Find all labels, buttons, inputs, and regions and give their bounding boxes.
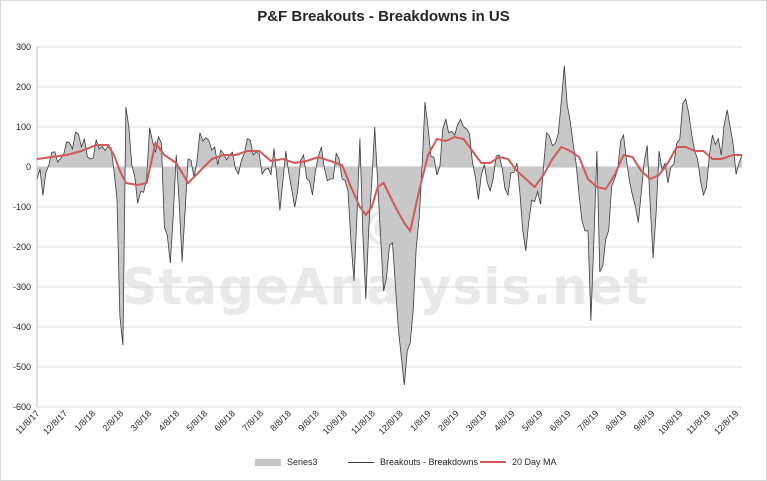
- x-tick-label-25: 12/8/19: [712, 408, 740, 436]
- x-tick-label-24: 11/8/19: [685, 408, 713, 436]
- legend-label-ma: 20 Day MA: [512, 457, 557, 467]
- x-tick-label-11: 10/8/18: [321, 408, 349, 436]
- x-tick-label-21: 8/8/19: [604, 408, 629, 433]
- legend-item-series3: Series3: [255, 457, 318, 467]
- x-tick-label-15: 2/8/19: [436, 408, 461, 433]
- x-tick-label-3: 2/8/18: [101, 408, 126, 433]
- y-tick-label-3: 0: [26, 162, 31, 172]
- x-tick-label-20: 7/8/19: [576, 408, 601, 433]
- x-tick-label-23: 10/8/19: [656, 408, 684, 436]
- x-tick-label-16: 3/8/19: [464, 408, 489, 433]
- x-tick-label-9: 8/8/18: [268, 408, 293, 433]
- legend-item-breakouts: Breakouts - Breakdowns: [348, 457, 478, 467]
- x-tick-label-18: 5/8/19: [520, 408, 545, 433]
- x-tick-label-2: 1/8/18: [73, 408, 98, 433]
- x-tick-label-22: 9/8/19: [632, 408, 657, 433]
- y-tick-label-8: -500: [13, 362, 31, 372]
- x-tick-label-0: 11/8/17: [14, 408, 42, 436]
- x-tick-label-10: 9/8/18: [296, 408, 321, 433]
- y-tick-label-0: 300: [16, 42, 31, 52]
- x-tick-label-13: 12/8/18: [377, 408, 405, 436]
- legend: Series3 Breakouts - Breakdowns 20 Day MA: [0, 457, 767, 471]
- legend-label-breakouts: Breakouts - Breakdowns: [380, 457, 479, 467]
- y-tick-label-2: 100: [16, 122, 31, 132]
- x-tick-label-12: 11/8/18: [349, 408, 377, 436]
- y-tick-label-9: -600: [13, 402, 31, 412]
- x-tick-label-8: 7/8/18: [240, 408, 265, 433]
- x-tick-label-7: 6/8/18: [212, 408, 237, 433]
- x-tick-label-5: 4/8/18: [156, 408, 181, 433]
- x-tick-label-4: 3/8/18: [128, 408, 153, 433]
- x-tick-label-17: 4/8/19: [492, 408, 517, 433]
- x-tick-label-1: 12/8/17: [41, 408, 69, 436]
- legend-swatch-breakouts: [348, 461, 374, 463]
- legend-label-series3: Series3: [287, 457, 318, 467]
- ma-20-line: [36, 135, 742, 234]
- y-tick-label-6: -300: [13, 282, 31, 292]
- y-tick-label-4: -100: [13, 202, 31, 212]
- y-tick-label-1: 200: [16, 82, 31, 92]
- y-tick-label-5: -200: [13, 242, 31, 252]
- y-tick-label-7: -400: [13, 322, 31, 332]
- x-tick-label-6: 5/8/18: [184, 408, 209, 433]
- legend-swatch-ma: [480, 461, 506, 463]
- x-tick-label-14: 1/8/19: [408, 408, 433, 433]
- chart-title: P&F Breakouts - Breakdowns in US: [257, 8, 510, 25]
- legend-item-ma: 20 Day MA: [480, 457, 557, 467]
- series3-area: [37, 65, 742, 385]
- x-tick-label-19: 6/8/19: [548, 408, 573, 433]
- legend-swatch-series3: [255, 458, 281, 466]
